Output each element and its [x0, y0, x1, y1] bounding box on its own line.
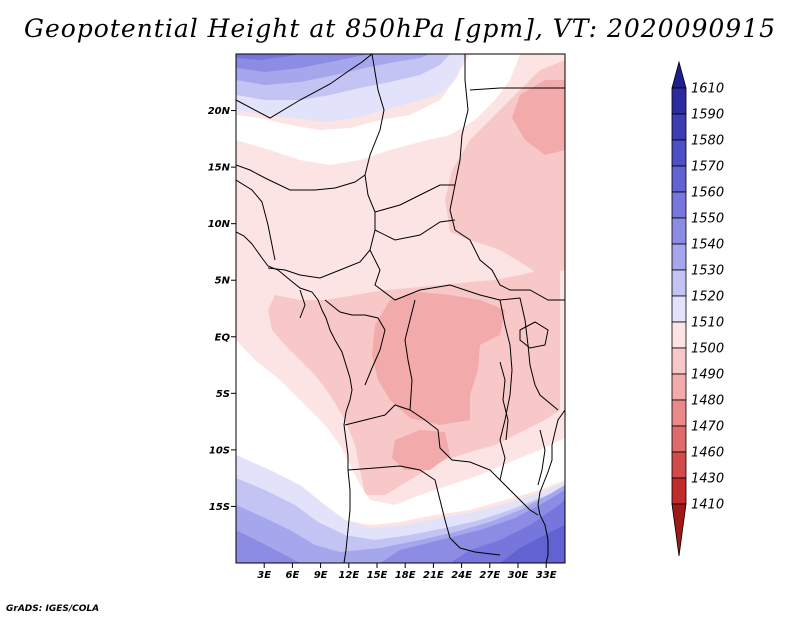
border: [267, 54, 385, 279]
colorbar-swatch: [671, 191, 687, 219]
field-level-1560: [236, 54, 300, 60]
border: [236, 164, 366, 191]
colorbar: 1610 1590 1580 1570 1560 1550 1540 1530 1520 1510…: [671, 60, 724, 557]
coastline: [537, 409, 565, 563]
colorbar-swatch: [671, 347, 687, 375]
lat-tick-label: 5N: [215, 276, 231, 287]
colorbar-label: 1590: [691, 108, 724, 123]
map-frame: [235, 53, 566, 564]
border: [344, 404, 501, 481]
lon-tick-label: 3E: [257, 570, 271, 581]
border: [499, 299, 513, 481]
border: [499, 479, 539, 516]
lat-tick-label: EQ: [215, 332, 231, 343]
lake-tanganyika: [499, 361, 509, 441]
colorbar-label: 1540: [691, 238, 724, 253]
lon-tick-label: 21E: [423, 570, 444, 581]
colorbar-swatch: [671, 217, 687, 245]
lat-tick-label: 15N: [208, 163, 231, 174]
colorbar-label: 1470: [691, 420, 724, 435]
border: [347, 465, 501, 556]
border: [236, 54, 373, 119]
lat-tick-label: 20N: [208, 106, 231, 117]
lon-tick-label: 6E: [286, 570, 300, 581]
colorbar-swatch: [671, 399, 687, 427]
colorbar-label: 1480: [691, 394, 724, 409]
latitude-axis: 20N 15N 10N 5N EQ 5S 10S 15S: [208, 106, 236, 513]
border: [519, 297, 559, 411]
height-field: [236, 54, 565, 563]
colorbar-swatch: [671, 113, 687, 141]
colorbar-label: 1410: [691, 498, 724, 513]
field-level-1510: [236, 340, 565, 525]
country-boundaries: [236, 54, 565, 563]
border: [299, 289, 306, 319]
colorbar-swatch: [671, 60, 687, 89]
colorbar-swatch: [671, 139, 687, 167]
field-level-1480: [392, 430, 450, 470]
lon-tick-label: 24E: [451, 570, 472, 581]
colorbar-label: 1430: [691, 472, 724, 487]
colorbar-label: 1510: [691, 316, 724, 331]
lon-tick-label: 15E: [367, 570, 388, 581]
border: [374, 184, 455, 213]
colorbar-swatch: [671, 321, 687, 349]
field-level-1480: [512, 80, 565, 155]
map-title: Geopotential Height at 850hPa [gpm], VT:…: [23, 14, 777, 43]
colorbar-label: 1580: [691, 134, 724, 149]
border: [236, 179, 276, 261]
colorbar-label: 1490: [691, 368, 724, 383]
colorbar-swatch: [671, 295, 687, 323]
field-level-1480: [372, 292, 505, 425]
colorbar-swatch: [671, 269, 687, 297]
border: [369, 249, 521, 301]
colorbar-label: 1570: [691, 160, 724, 175]
colorbar-swatch: [671, 165, 687, 193]
field-level-1570: [500, 525, 565, 563]
longitude-axis: 3E 6E 9E 12E 15E 18E 21E 24E 27E 30E 33E: [257, 563, 557, 581]
lon-tick-label: 33E: [536, 570, 557, 581]
colorbar-swatch: [671, 425, 687, 453]
border: [374, 219, 456, 241]
colorbar-swatch: [671, 451, 687, 479]
lat-tick-label: 10N: [208, 219, 231, 230]
lon-tick-label: 12E: [338, 570, 359, 581]
lat-tick-label: 5S: [216, 389, 230, 400]
colorbar-label: 1560: [691, 186, 724, 201]
lake-victoria: [519, 321, 549, 349]
lon-tick-label: 30E: [508, 570, 529, 581]
lat-tick-label: 15S: [209, 502, 230, 513]
colorbar-swatch: [671, 87, 687, 115]
credit-label: GrADS: IGES/COLA: [6, 604, 100, 614]
border: [324, 299, 386, 386]
colorbar-label: 1500: [691, 342, 724, 357]
colorbar-label: 1550: [691, 212, 724, 227]
colorbar-swatch: [671, 477, 687, 505]
colorbar-label: 1460: [691, 446, 724, 461]
lake-malawi: [537, 429, 546, 486]
colorbar-label: 1610: [691, 82, 724, 97]
border: [469, 87, 565, 91]
lon-tick-label: 27E: [479, 570, 500, 581]
field-level-1550: [236, 530, 300, 563]
lat-tick-label: 10S: [209, 445, 230, 456]
colorbar-label: 1530: [691, 264, 724, 279]
lon-tick-label: 18E: [395, 570, 416, 581]
lon-tick-label: 9E: [314, 570, 328, 581]
border: [404, 299, 416, 411]
colorbar-swatch: [671, 503, 687, 557]
colorbar-swatch: [671, 373, 687, 401]
colorbar-swatch: [671, 243, 687, 271]
field-level-1510: [236, 54, 520, 165]
colorbar-label: 1520: [691, 290, 724, 305]
border: [449, 54, 565, 301]
